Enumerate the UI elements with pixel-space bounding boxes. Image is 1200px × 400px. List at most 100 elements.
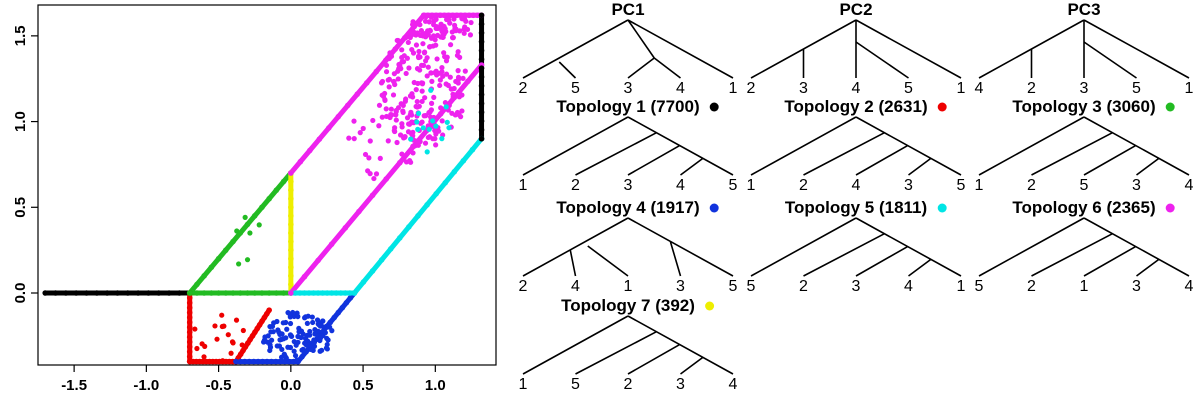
point-green <box>251 290 258 296</box>
point-red <box>186 334 193 340</box>
point-cyan <box>415 110 422 116</box>
point-blue <box>295 313 301 320</box>
point-magenta <box>400 102 406 108</box>
tree-branch <box>855 245 909 277</box>
tree-leaf-label: 2 <box>799 177 808 194</box>
point-magenta <box>365 168 371 174</box>
point-cyan <box>347 290 353 296</box>
x-tick-label: 0.0 <box>280 377 301 394</box>
point-magenta <box>447 42 454 48</box>
point-cyan <box>378 257 385 263</box>
point-green <box>194 290 200 296</box>
point-red <box>186 295 193 301</box>
point-magenta <box>434 56 440 62</box>
point-cyan <box>469 146 476 153</box>
tree-branch <box>653 57 681 79</box>
point-magenta <box>390 92 397 98</box>
point-blue <box>304 320 310 326</box>
tree-branch <box>855 41 909 79</box>
scatter-plot: -1.5 -1.0 -0.5 0.0 0.5 1.0 0.0 0.5 1.0 1.5 <box>12 4 497 394</box>
point-magenta <box>346 135 352 141</box>
tree-branch <box>680 157 704 176</box>
point-blue <box>311 340 317 346</box>
point-cyan <box>442 179 449 186</box>
point-magenta <box>413 87 419 93</box>
tree-panel: PC3 4 2 3 5 1 <box>975 0 1194 97</box>
point-green <box>242 214 248 220</box>
point-blue <box>295 333 301 340</box>
point-magenta <box>448 86 454 92</box>
point-magenta <box>383 106 389 112</box>
point-magenta <box>434 25 440 31</box>
point-red <box>228 350 234 356</box>
point-magenta <box>465 78 471 85</box>
point-magenta <box>335 113 342 120</box>
point-red <box>239 342 245 348</box>
tree-branch <box>1083 19 1190 79</box>
point-green <box>208 290 215 296</box>
point-magenta <box>373 68 380 75</box>
point-green <box>186 290 193 296</box>
tree-branch <box>803 132 885 176</box>
tree-branch <box>1083 144 1137 176</box>
point-magenta <box>351 118 357 124</box>
point-magenta <box>423 58 429 64</box>
point-blue <box>315 328 321 334</box>
y-tick-label: 0.0 <box>12 283 29 304</box>
tree-leaf-label: 3 <box>676 376 685 393</box>
point-blue <box>274 318 280 325</box>
tree-leaf-label: 3 <box>1132 177 1141 194</box>
tree-leaf-label: 5 <box>975 278 984 295</box>
point-magenta <box>362 151 369 158</box>
tree-title: Topology 1 (7700) <box>556 97 699 116</box>
point-black <box>145 290 152 296</box>
point-blue <box>322 330 328 336</box>
point-magenta <box>391 127 397 134</box>
tree-leaf-label: 2 <box>1027 177 1036 194</box>
topology-color-dot <box>937 102 947 112</box>
x-tick-label: -0.5 <box>206 377 232 394</box>
point-green <box>244 290 251 296</box>
point-yellow <box>288 247 294 253</box>
point-black <box>478 83 485 89</box>
point-red <box>186 319 193 326</box>
tree-leaf-label: 1 <box>975 177 984 194</box>
point-red <box>186 353 193 360</box>
point-magenta <box>419 81 426 87</box>
point-magenta <box>416 48 422 55</box>
tree-leaf-label: 3 <box>1080 80 1089 97</box>
tree-branch <box>627 343 681 375</box>
tree-leaf-label: 1 <box>729 80 738 97</box>
topology-color-dot <box>705 301 715 311</box>
point-red <box>186 348 193 355</box>
point-green <box>236 261 242 267</box>
point-blue <box>246 358 253 365</box>
topology-color-dot <box>709 203 719 213</box>
point-blue <box>259 358 266 365</box>
point-magenta <box>439 26 445 32</box>
point-blue <box>284 326 290 332</box>
point-magenta <box>433 142 439 148</box>
point-magenta <box>417 22 423 28</box>
point-magenta <box>439 65 445 71</box>
point-magenta <box>423 14 429 20</box>
point-magenta <box>442 54 448 60</box>
tree-leaf-label: 4 <box>571 278 580 295</box>
point-magenta <box>288 170 294 176</box>
point-magenta <box>351 136 357 142</box>
point-blue <box>305 338 311 344</box>
point-magenta <box>393 117 399 123</box>
tree-branch <box>750 217 857 277</box>
point-black <box>83 290 90 296</box>
point-blue <box>298 328 305 334</box>
point-magenta <box>371 175 377 182</box>
point-magenta <box>403 96 409 102</box>
point-red <box>219 312 225 318</box>
point-magenta <box>367 138 373 144</box>
point-magenta <box>406 65 412 71</box>
point-magenta <box>441 50 447 56</box>
topology-color-dot <box>937 203 947 213</box>
point-green <box>201 273 207 279</box>
